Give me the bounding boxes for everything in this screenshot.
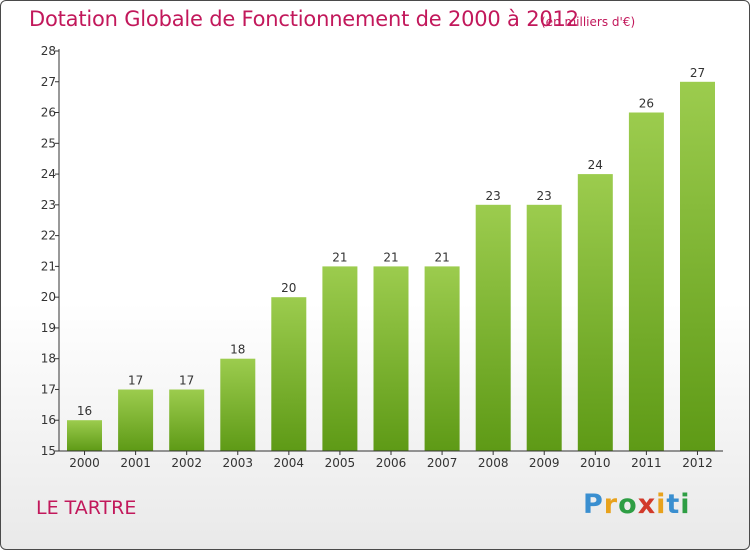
axis-layer: 2000 2001 2002 2003 2004 2005 2006 2007 2008 2009…	[41, 44, 723, 470]
bar-value-label: 23	[486, 189, 501, 203]
y-tick-label: 27	[41, 75, 56, 89]
bar-value-label: 27	[690, 66, 705, 80]
bar-2010	[577, 174, 613, 451]
bar-2008	[475, 204, 511, 451]
x-tick-label: 2006	[376, 456, 407, 470]
x-tick-label: 2012	[682, 456, 713, 470]
bar-value-label: 21	[383, 250, 398, 264]
bar-value-label: 17	[128, 374, 143, 388]
bar-value-label: 23	[537, 189, 552, 203]
y-tick-label: 26	[41, 106, 56, 120]
logo-letter: t	[666, 489, 681, 520]
bar-value-label: 16	[77, 404, 92, 418]
bar-2007	[424, 266, 460, 451]
bar-2000	[67, 420, 102, 451]
logo-letter: P	[583, 489, 604, 520]
bar-2002	[169, 389, 205, 451]
bar-2001	[118, 389, 154, 451]
bar-value-label: 21	[434, 250, 449, 264]
logo-letter: x	[637, 489, 657, 520]
y-tick-label: 16	[41, 413, 56, 427]
logo-letter: i	[656, 489, 667, 520]
logo-letter: o	[618, 489, 638, 520]
y-tick-label: 19	[41, 321, 56, 335]
bar-value-label: 26	[639, 97, 654, 111]
bar-2012	[680, 81, 715, 452]
x-tick-label: 2011	[631, 456, 662, 470]
x-tick-label: 2000	[69, 456, 100, 470]
logo-letter: i	[680, 489, 691, 520]
city-name: LE TARTRE	[36, 497, 137, 519]
y-tick-label: 28	[41, 44, 56, 58]
x-tick-label: 2005	[325, 456, 356, 470]
y-tick-label: 22	[41, 229, 56, 243]
bar-2006	[373, 266, 409, 451]
y-tick-label: 24	[41, 167, 56, 181]
bar-value-label: 24	[588, 158, 603, 172]
x-tick-label: 2003	[223, 456, 254, 470]
logo-letter: r	[603, 489, 619, 520]
y-tick-label: 21	[41, 259, 56, 273]
chart-title: Dotation Globale de Fonctionnement de 20…	[29, 7, 579, 31]
x-tick-label: 2001	[120, 456, 151, 470]
bar-2005	[322, 266, 358, 451]
y-tick-label: 23	[41, 198, 56, 212]
bar-value-label: 21	[332, 250, 347, 264]
chart-subtitle: (en milliers d'€)	[541, 15, 636, 29]
y-tick-label: 17	[41, 383, 56, 397]
x-tick-label: 2007	[427, 456, 458, 470]
x-tick-label: 2008	[478, 456, 509, 470]
bar-2003	[220, 358, 256, 451]
bar-2009	[526, 204, 562, 451]
bars-layer: 16 17 17 18 20 21 21 21 23 23 24 26 27	[67, 66, 715, 452]
bar-value-label: 17	[179, 374, 194, 388]
x-tick-label: 2002	[171, 456, 202, 470]
bar-2011	[628, 112, 664, 451]
y-tick-label: 18	[41, 352, 56, 366]
y-tick-label: 15	[41, 444, 56, 458]
proxiti-logo: Proxiti	[583, 489, 691, 520]
y-tick-label: 25	[41, 136, 56, 150]
x-tick-label: 2010	[580, 456, 611, 470]
bar-2004	[271, 297, 307, 451]
bar-value-label: 20	[281, 281, 296, 295]
x-tick-label: 2009	[529, 456, 560, 470]
bar-value-label: 18	[230, 343, 245, 357]
y-tick-label: 20	[41, 290, 56, 304]
x-tick-label: 2004	[274, 456, 305, 470]
